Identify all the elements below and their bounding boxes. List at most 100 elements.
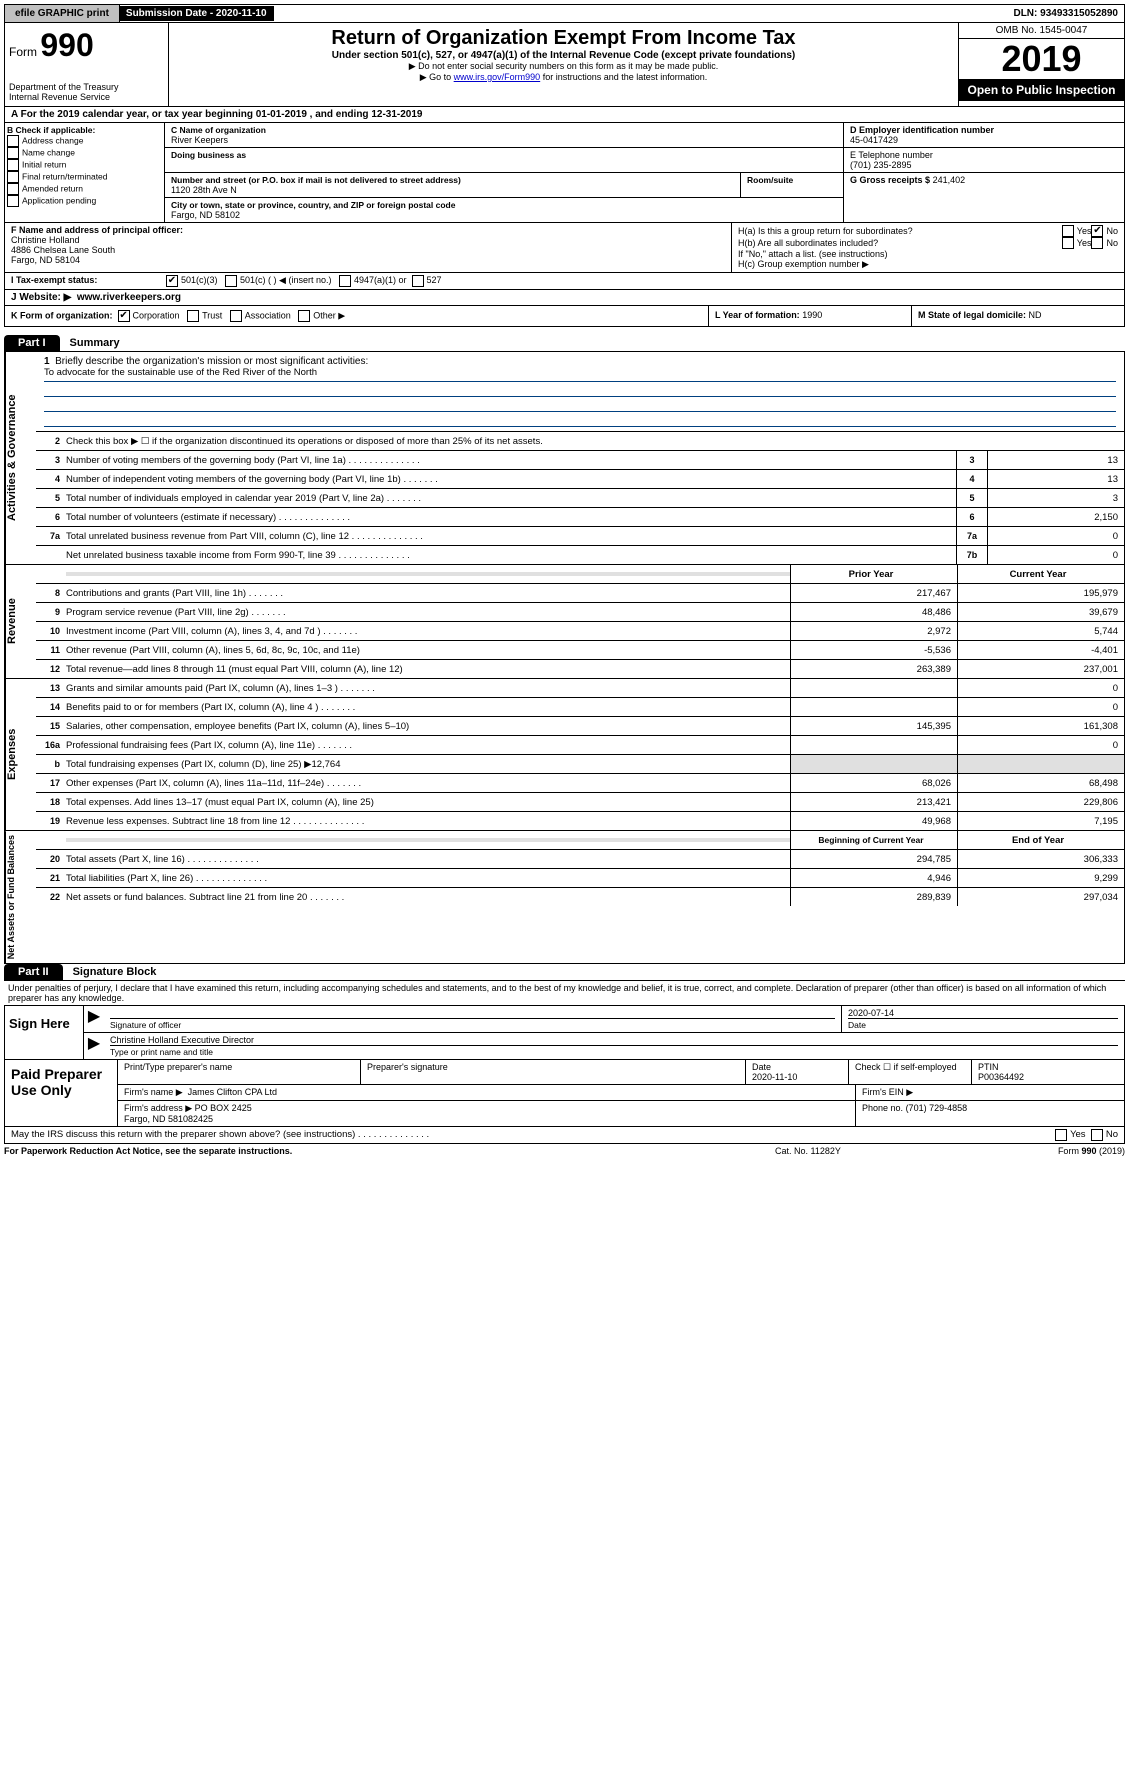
form-header: Form 990 Department of the Treasury Inte… [4, 23, 1125, 107]
line4-val: 13 [987, 470, 1124, 488]
line9-prior: 48,486 [790, 603, 957, 621]
section-b: B Check if applicable: Address change Na… [5, 123, 165, 222]
org-form-row: K Form of organization: Corporation Trus… [4, 306, 1125, 327]
ptin: P00364492 [978, 1072, 1024, 1082]
527-checkbox[interactable] [412, 275, 424, 287]
omb-number: OMB No. 1545-0047 [959, 23, 1124, 39]
discuss-no-checkbox[interactable] [1091, 1129, 1103, 1141]
website-row: J Website: ▶ www.riverkeepers.org [4, 290, 1125, 306]
org-city: Fargo, ND 58102 [171, 210, 837, 220]
line18-current: 229,806 [957, 793, 1124, 811]
line22-end: 297,034 [957, 888, 1124, 906]
gross-receipts: 241,402 [933, 175, 966, 185]
line19-current: 7,195 [957, 812, 1124, 830]
line21-begin: 4,946 [790, 869, 957, 887]
period-row: A For the 2019 calendar year, or tax yea… [4, 107, 1125, 123]
line12-prior: 263,389 [790, 660, 957, 678]
form-subtitle: Under section 501(c), 527, or 4947(a)(1)… [173, 50, 954, 61]
form-title: Return of Organization Exempt From Incom… [173, 27, 954, 50]
line12-current: 237,001 [957, 660, 1124, 678]
year-formation: 1990 [802, 310, 822, 320]
org-street: 1120 28th Ave N [171, 185, 734, 195]
efile-button[interactable]: efile GRAPHIC print [5, 5, 120, 22]
amended-return-checkbox[interactable] [7, 183, 19, 195]
section-d-e-g: D Employer identification number 45-0417… [843, 123, 1124, 222]
line10-current: 5,744 [957, 622, 1124, 640]
line3-val: 13 [987, 451, 1124, 469]
netassets-section: Net Assets or Fund Balances Beginning of… [4, 831, 1125, 964]
form-note1: ▶ Do not enter social security numbers o… [173, 61, 954, 72]
line20-begin: 294,785 [790, 850, 957, 868]
declaration: Under penalties of perjury, I declare th… [4, 981, 1125, 1005]
4947-checkbox[interactable] [339, 275, 351, 287]
governance-section: Activities & Governance 1 Briefly descri… [4, 352, 1125, 565]
expenses-section: Expenses 13Grants and similar amounts pa… [4, 679, 1125, 831]
officer-print-name: Christine Holland Executive Director [110, 1035, 1118, 1045]
discuss-yes-checkbox[interactable] [1055, 1129, 1067, 1141]
line15-current: 161,308 [957, 717, 1124, 735]
tax-exempt-row: I Tax-exempt status: 501(c)(3) 501(c) ( … [4, 273, 1125, 290]
dln: DLN: 93493315052890 [1007, 6, 1124, 21]
mission-text: To advocate for the sustainable use of t… [44, 367, 1116, 382]
name-change-checkbox[interactable] [7, 147, 19, 159]
dept-label: Department of the Treasury Internal Reve… [9, 82, 164, 102]
line10-prior: 2,972 [790, 622, 957, 640]
line20-end: 306,333 [957, 850, 1124, 868]
other-checkbox[interactable] [298, 310, 310, 322]
ein: 45-0417429 [850, 135, 1118, 145]
initial-return-checkbox[interactable] [7, 159, 19, 171]
line15-prior: 145,395 [790, 717, 957, 735]
part1-header: Part I Summary [4, 335, 1125, 352]
final-return-checkbox[interactable] [7, 171, 19, 183]
ha-no-checkbox[interactable] [1091, 225, 1103, 237]
line5-val: 3 [987, 489, 1124, 507]
line13-current: 0 [957, 679, 1124, 697]
state-domicile: ND [1029, 310, 1042, 320]
line14-current: 0 [957, 698, 1124, 716]
preparer-block: Paid Preparer Use Only Print/Type prepar… [4, 1060, 1125, 1127]
501c3-checkbox[interactable] [166, 275, 178, 287]
line9-current: 39,679 [957, 603, 1124, 621]
ha-yes-checkbox[interactable] [1062, 225, 1074, 237]
section-c: C Name of organization River Keepers Doi… [165, 123, 843, 222]
501c-checkbox[interactable] [225, 275, 237, 287]
hb-no-checkbox[interactable] [1091, 237, 1103, 249]
line21-end: 9,299 [957, 869, 1124, 887]
firm-phone: (701) 729-4858 [906, 1103, 968, 1113]
line17-prior: 68,026 [790, 774, 957, 792]
sign-date: 2020-07-14 [848, 1008, 1118, 1018]
line22-begin: 289,839 [790, 888, 957, 906]
trust-checkbox[interactable] [187, 310, 199, 322]
firm-name: James Clifton CPA Ltd [188, 1087, 277, 1097]
line16a-current: 0 [957, 736, 1124, 754]
line18-prior: 213,421 [790, 793, 957, 811]
prep-date: 2020-11-10 [752, 1072, 797, 1082]
line11-current: -4,401 [957, 641, 1124, 659]
submission-date: Submission Date - 2020-11-10 [120, 6, 274, 21]
corp-checkbox[interactable] [118, 310, 130, 322]
line6-val: 2,150 [987, 508, 1124, 526]
irs-link[interactable]: www.irs.gov/Form990 [454, 72, 541, 82]
form-number: Form 990 [9, 27, 164, 64]
meta-grid: B Check if applicable: Address change Na… [4, 123, 1125, 223]
hb-yes-checkbox[interactable] [1062, 237, 1074, 249]
form-note2: ▶ Go to www.irs.gov/Form990 for instruct… [173, 72, 954, 83]
line17-current: 68,498 [957, 774, 1124, 792]
application-pending-checkbox[interactable] [7, 195, 19, 207]
line7a-val: 0 [987, 527, 1124, 545]
org-name: River Keepers [171, 135, 837, 145]
part2-header: Part II Signature Block [4, 964, 1125, 981]
footer: For Paperwork Reduction Act Notice, see … [4, 1144, 1125, 1158]
telephone: (701) 235-2895 [850, 160, 1118, 170]
line19-prior: 49,968 [790, 812, 957, 830]
line11-prior: -5,536 [790, 641, 957, 659]
officer-addr: 4886 Chelsea Lane South Fargo, ND 58104 [11, 245, 725, 265]
officer-row: F Name and address of principal officer:… [4, 223, 1125, 273]
assoc-checkbox[interactable] [230, 310, 242, 322]
revenue-section: Revenue Prior YearCurrent Year 8Contribu… [4, 565, 1125, 679]
addr-change-checkbox[interactable] [7, 135, 19, 147]
line8-current: 195,979 [957, 584, 1124, 602]
top-bar: efile GRAPHIC print Submission Date - 20… [4, 4, 1125, 23]
line8-prior: 217,467 [790, 584, 957, 602]
line7b-val: 0 [987, 546, 1124, 564]
